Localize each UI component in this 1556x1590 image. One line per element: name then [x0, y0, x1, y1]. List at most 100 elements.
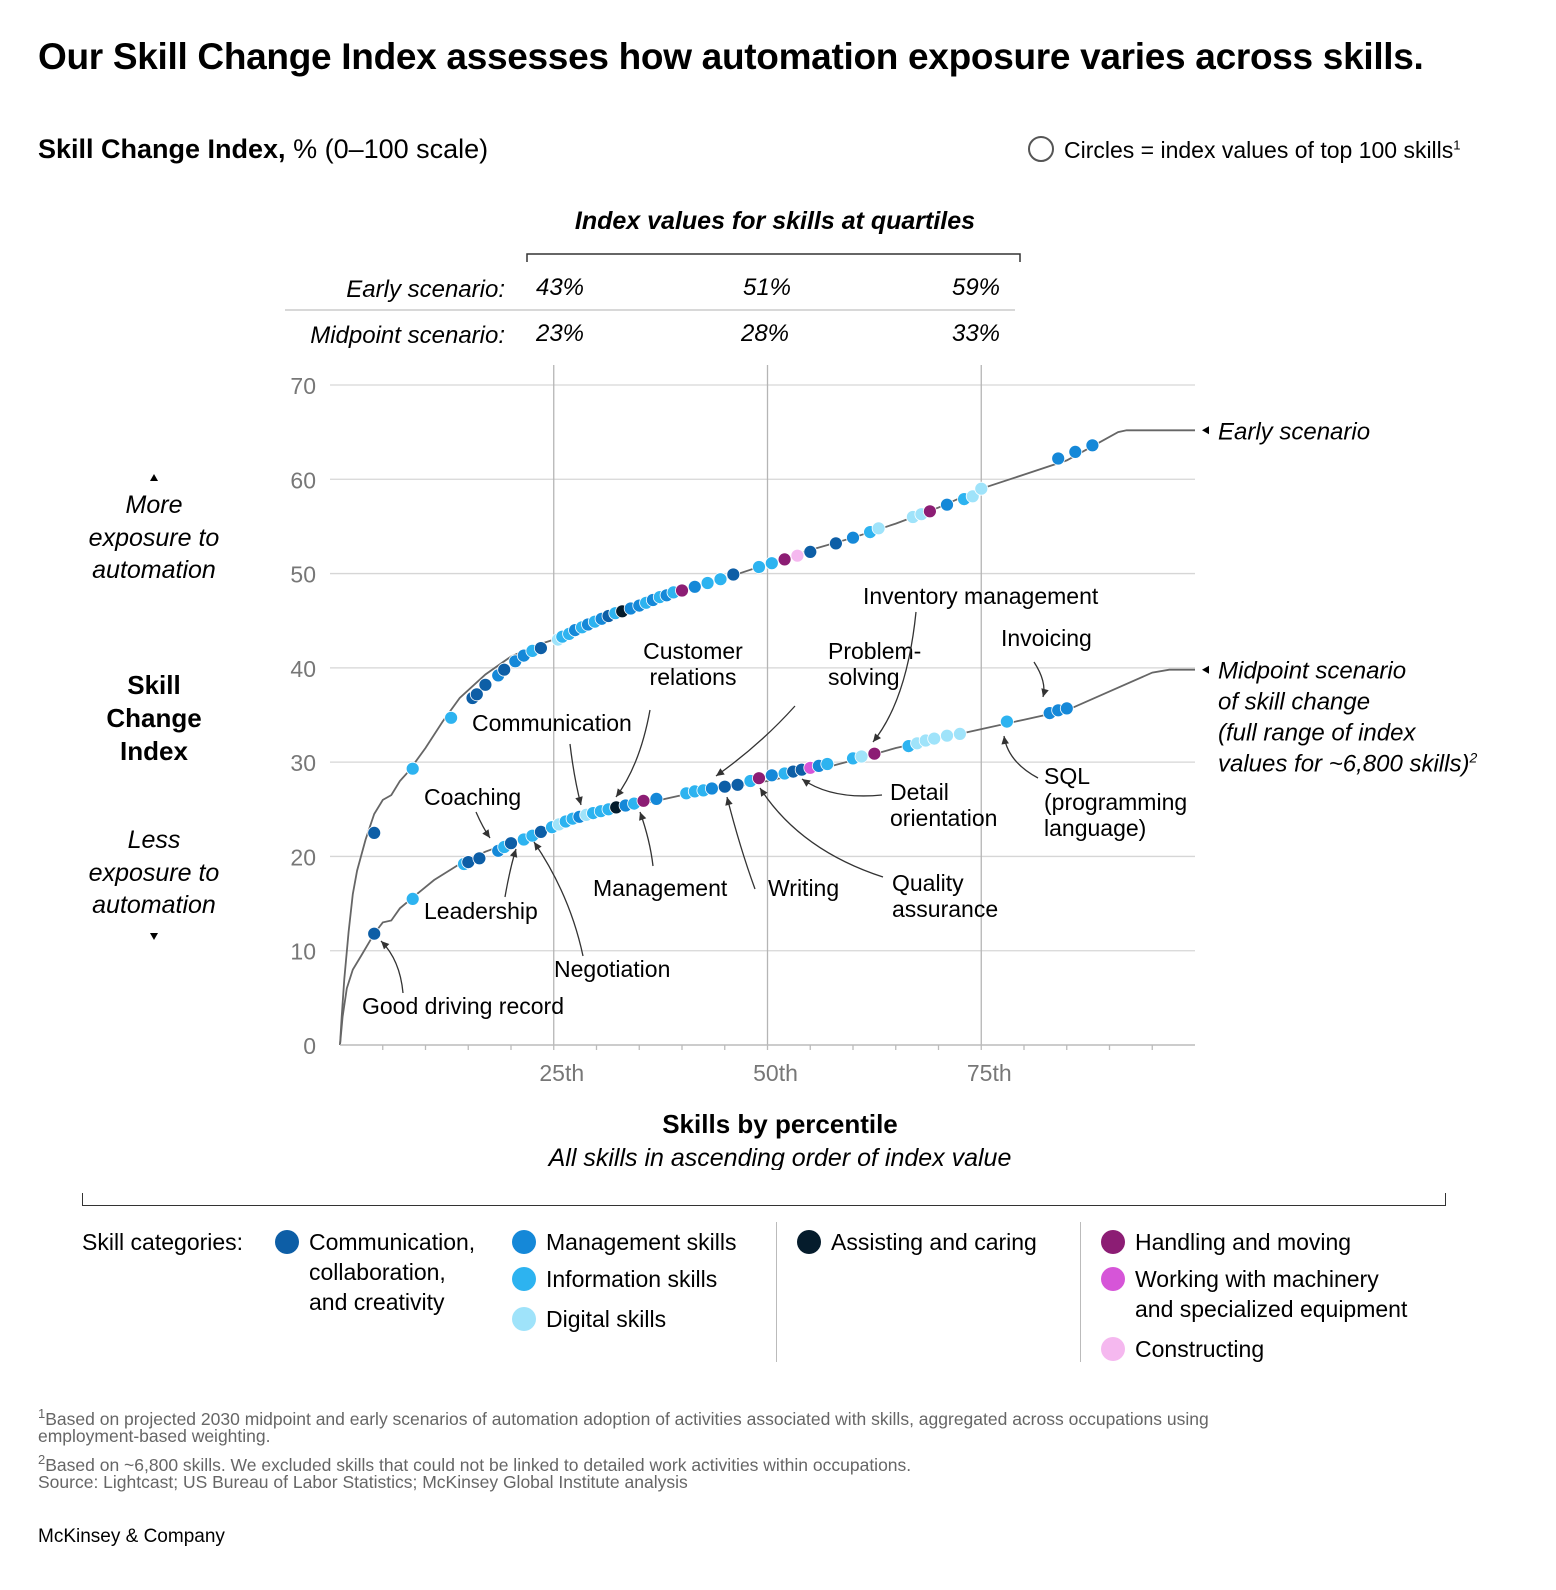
midpoint-point-handling: [636, 793, 651, 808]
x-axis-subtitle: All skills in ascending order of index v…: [547, 1144, 1012, 1170]
callout-arrowhead-icon: [725, 797, 733, 806]
footnote-1-sup: 1: [38, 1406, 46, 1421]
callout-leader-7: [801, 778, 883, 797]
midpoint-point-digital: [927, 731, 942, 746]
callout-label-11-line-2: assurance: [892, 896, 998, 922]
early-q3-value: 59%: [952, 274, 1000, 301]
legend-item-handling: Handling and moving: [1101, 1227, 1351, 1257]
early-point-info: [700, 576, 715, 590]
early-point-comm: [497, 662, 512, 677]
less-exposure-line-3: automation: [92, 891, 216, 919]
callout-arrowhead-icon: [616, 788, 624, 797]
callout-leader-2: [615, 709, 651, 798]
early-point-comm: [367, 826, 382, 840]
midpoint-label-line-2: of skill change: [1218, 689, 1370, 716]
early-point-digital: [871, 521, 886, 536]
legend-assist-label: Assisting and caring: [831, 1229, 1037, 1255]
skill-change-chart: Index values for skills at quartiles Ear…: [89, 207, 1478, 1170]
x-tick-label-3: 75th: [967, 1060, 1012, 1086]
callout-label-12-line-1: Leadership: [424, 898, 538, 924]
more-exposure-line-2: exposure to: [89, 524, 220, 552]
callout-arrowhead-icon: [760, 788, 768, 797]
callout-leader-3: [715, 705, 796, 777]
callout-arrowhead-icon: [873, 733, 881, 742]
legend-digital-dot: [512, 1307, 536, 1331]
footnote-2-text: Based on ~6,800 skills. We excluded skil…: [45, 1454, 912, 1475]
callout-label-13-line-1: Negotiation: [554, 956, 670, 982]
midpoint-label-sup: 2: [1468, 750, 1477, 766]
legend-item-machinery: Working with machinery and specialized e…: [1101, 1264, 1407, 1324]
subtitle-bold: Skill Change Index,: [38, 134, 286, 164]
callout-arrowhead-icon: [639, 812, 647, 821]
early-point-handling: [923, 504, 937, 519]
legend-divider-1: [776, 1222, 777, 1362]
early-q2-value: 51%: [743, 274, 791, 301]
midpoint-point-mgmt: [649, 792, 664, 806]
source-note: Source: Lightcast; US Bureau of Labor St…: [38, 1472, 688, 1492]
circle-icon: [1028, 136, 1054, 162]
legend-item-digital: Digital skills: [512, 1304, 666, 1334]
legend-constructing-dot: [1101, 1337, 1125, 1361]
midpoint-point-comm: [472, 851, 487, 866]
grid: 0 10 20 30 40 50 60 70: [290, 373, 1195, 1059]
midpoint-label-line-4: values for ~6,800 skills)2: [1218, 750, 1477, 778]
legend-info-dot: [512, 1267, 536, 1291]
callout-label-2-line-2: relations: [650, 664, 737, 690]
less-exposure-line-1: Less: [128, 826, 181, 854]
early-point-comm: [469, 687, 484, 702]
y-tick-label-50: 50: [290, 562, 316, 588]
callout-arrowhead-icon: [381, 941, 390, 950]
down-arrow-icon: [150, 933, 158, 940]
quartile-table: Index values for skills at quartiles Ear…: [285, 207, 1021, 349]
early-point-mgmt: [1068, 444, 1083, 459]
legend-constructing-label: Constructing: [1135, 1336, 1265, 1362]
legend-machinery-line-2: and specialized equipment: [1135, 1296, 1408, 1322]
less-exposure-line-2: exposure to: [89, 859, 220, 887]
callout-arrowhead-icon: [482, 829, 490, 838]
midpoint-point-comm: [730, 777, 745, 792]
y-tick-label-0: 0: [303, 1033, 316, 1059]
legend-info-label: Information skills: [546, 1266, 718, 1292]
early-point-info: [764, 556, 779, 571]
legend-item-assisting: Assisting and caring: [797, 1227, 1037, 1257]
callout-label-8-line-1: SQL: [1044, 763, 1090, 789]
legend-comm-line-2: collaboration,: [309, 1259, 446, 1285]
y-tick-label-30: 30: [290, 750, 316, 776]
callout-label-7-line-1: Detail: [890, 779, 949, 805]
footnote-1: 1Based on projected 2030 midpoint and ea…: [38, 1402, 1209, 1431]
legend-title: Skill categories:: [82, 1229, 244, 1255]
callout-label-14-line-1: Good driving record: [362, 993, 564, 1019]
legend-assist-dot: [797, 1230, 821, 1254]
early-point-comm: [803, 545, 818, 559]
callout-leader-8: [1003, 735, 1039, 779]
midpoint-label-line-3: (full range of index: [1218, 720, 1416, 747]
midpoint-point-digital: [953, 727, 967, 741]
early-point-info: [752, 560, 766, 574]
callout-label-10-line-1: Writing: [768, 875, 839, 901]
callout-label-5-line-1: Invoicing: [1001, 625, 1092, 651]
legend-comm-dot: [275, 1230, 299, 1254]
callout-label-6-line-1: Coaching: [424, 784, 521, 810]
midpoint-q1-value: 23%: [535, 320, 584, 347]
early-point-comm: [478, 677, 493, 692]
early-point-mgmt: [1085, 438, 1100, 453]
callout-label-8-line-3: language): [1044, 815, 1146, 841]
callout-leader-1: [569, 743, 582, 806]
y-tick-label-10: 10: [290, 939, 316, 965]
legend-mgmt-label: Management skills: [546, 1229, 737, 1255]
circle-note-text: Circles = index values of top 100 skills: [1064, 137, 1454, 163]
chart-subtitle: Skill Change Index, % (0–100 scale): [38, 134, 488, 165]
callout-arrowhead-icon: [1001, 736, 1009, 745]
up-arrow-icon: [150, 474, 158, 481]
callout-arrowhead-icon: [509, 849, 518, 858]
y-side-labels: More exposure to automation Skill Change…: [89, 474, 220, 940]
callout-leader-10: [726, 796, 756, 890]
y-axis-title-line-1: Skill: [127, 670, 180, 700]
circle-note: Circles = index values of top 100 skills…: [1028, 136, 1461, 164]
callout-arrowhead-icon: [716, 768, 725, 776]
footnote-1-continued: employment-based weighting.: [38, 1426, 271, 1446]
page-title: Our Skill Change Index assesses how auto…: [38, 36, 1424, 77]
midpoint-label-line-1: Midpoint scenario: [1218, 658, 1406, 685]
footnote-1-text: Based on projected 2030 midpoint and ear…: [45, 1408, 1209, 1429]
axes: 25th 50th 75th: [340, 1044, 1195, 1086]
